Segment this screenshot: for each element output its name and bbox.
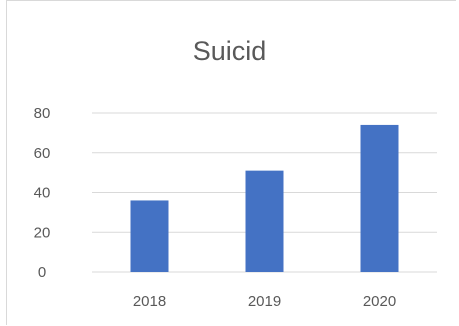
y-tick-label: 80 [34, 105, 51, 122]
bar-2020 [360, 124, 399, 272]
x-tick-label: 2019 [248, 293, 281, 310]
y-tick-label: 0 [38, 264, 46, 281]
bar-2018 [130, 200, 169, 272]
chart-title: Suicid [192, 36, 267, 66]
y-tick-label: 40 [34, 185, 51, 202]
x-tick-label: 2020 [363, 293, 396, 310]
y-tick-label: 20 [34, 224, 51, 241]
y-tick-label: 60 [34, 145, 51, 162]
bar-2019 [245, 170, 284, 272]
x-tick-label: 2018 [133, 293, 166, 310]
